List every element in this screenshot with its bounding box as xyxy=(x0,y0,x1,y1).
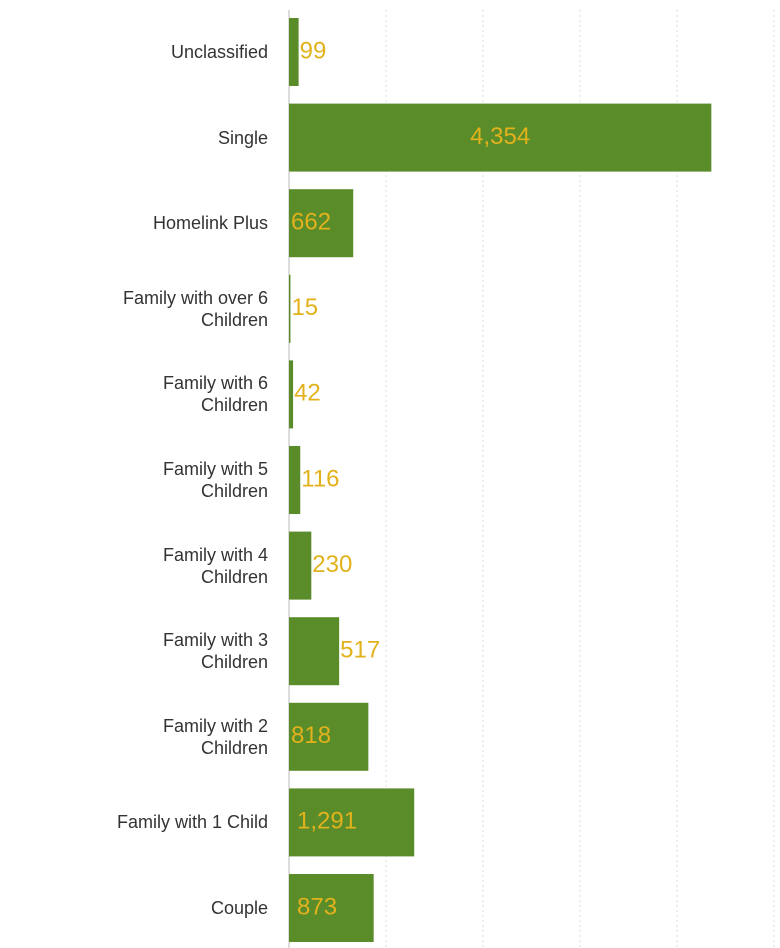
category-label: Family with 5 Children xyxy=(162,459,268,501)
category-label: Family with 1 Child xyxy=(116,812,268,833)
bar xyxy=(289,189,354,258)
bar xyxy=(289,531,312,600)
bar xyxy=(289,360,294,429)
bar xyxy=(289,103,712,172)
value-label: 4,354 xyxy=(470,123,530,150)
category-label: Single xyxy=(217,127,268,148)
bar xyxy=(289,274,291,343)
bar xyxy=(289,788,415,857)
value-label: 116 xyxy=(301,465,339,492)
value-label: 873 xyxy=(297,893,337,920)
value-label: 517 xyxy=(340,637,380,664)
value-label: 15 xyxy=(291,294,318,321)
category-label: Family with 6 Children xyxy=(162,373,268,416)
category-label: Family with 2 Children xyxy=(162,715,268,758)
value-label: 1,291 xyxy=(297,808,357,835)
value-label: 99 xyxy=(300,37,327,64)
category-label: Family with over 6 Children xyxy=(122,287,268,330)
value-label: 230 xyxy=(312,551,352,578)
value-label: 662 xyxy=(291,209,331,236)
category-label: Unclassified xyxy=(170,42,268,62)
bar xyxy=(289,617,340,686)
bar xyxy=(289,874,374,942)
category-label: Family with 4 Children xyxy=(162,544,268,587)
category-label: Couple xyxy=(210,898,268,918)
bar xyxy=(289,446,301,514)
value-label: 42 xyxy=(294,380,321,407)
bar xyxy=(289,702,369,771)
bar xyxy=(289,18,299,86)
category-label: Homelink Plus xyxy=(152,213,268,234)
value-label: 818 xyxy=(291,722,331,749)
category-label: Family with 3 Children xyxy=(162,630,268,673)
